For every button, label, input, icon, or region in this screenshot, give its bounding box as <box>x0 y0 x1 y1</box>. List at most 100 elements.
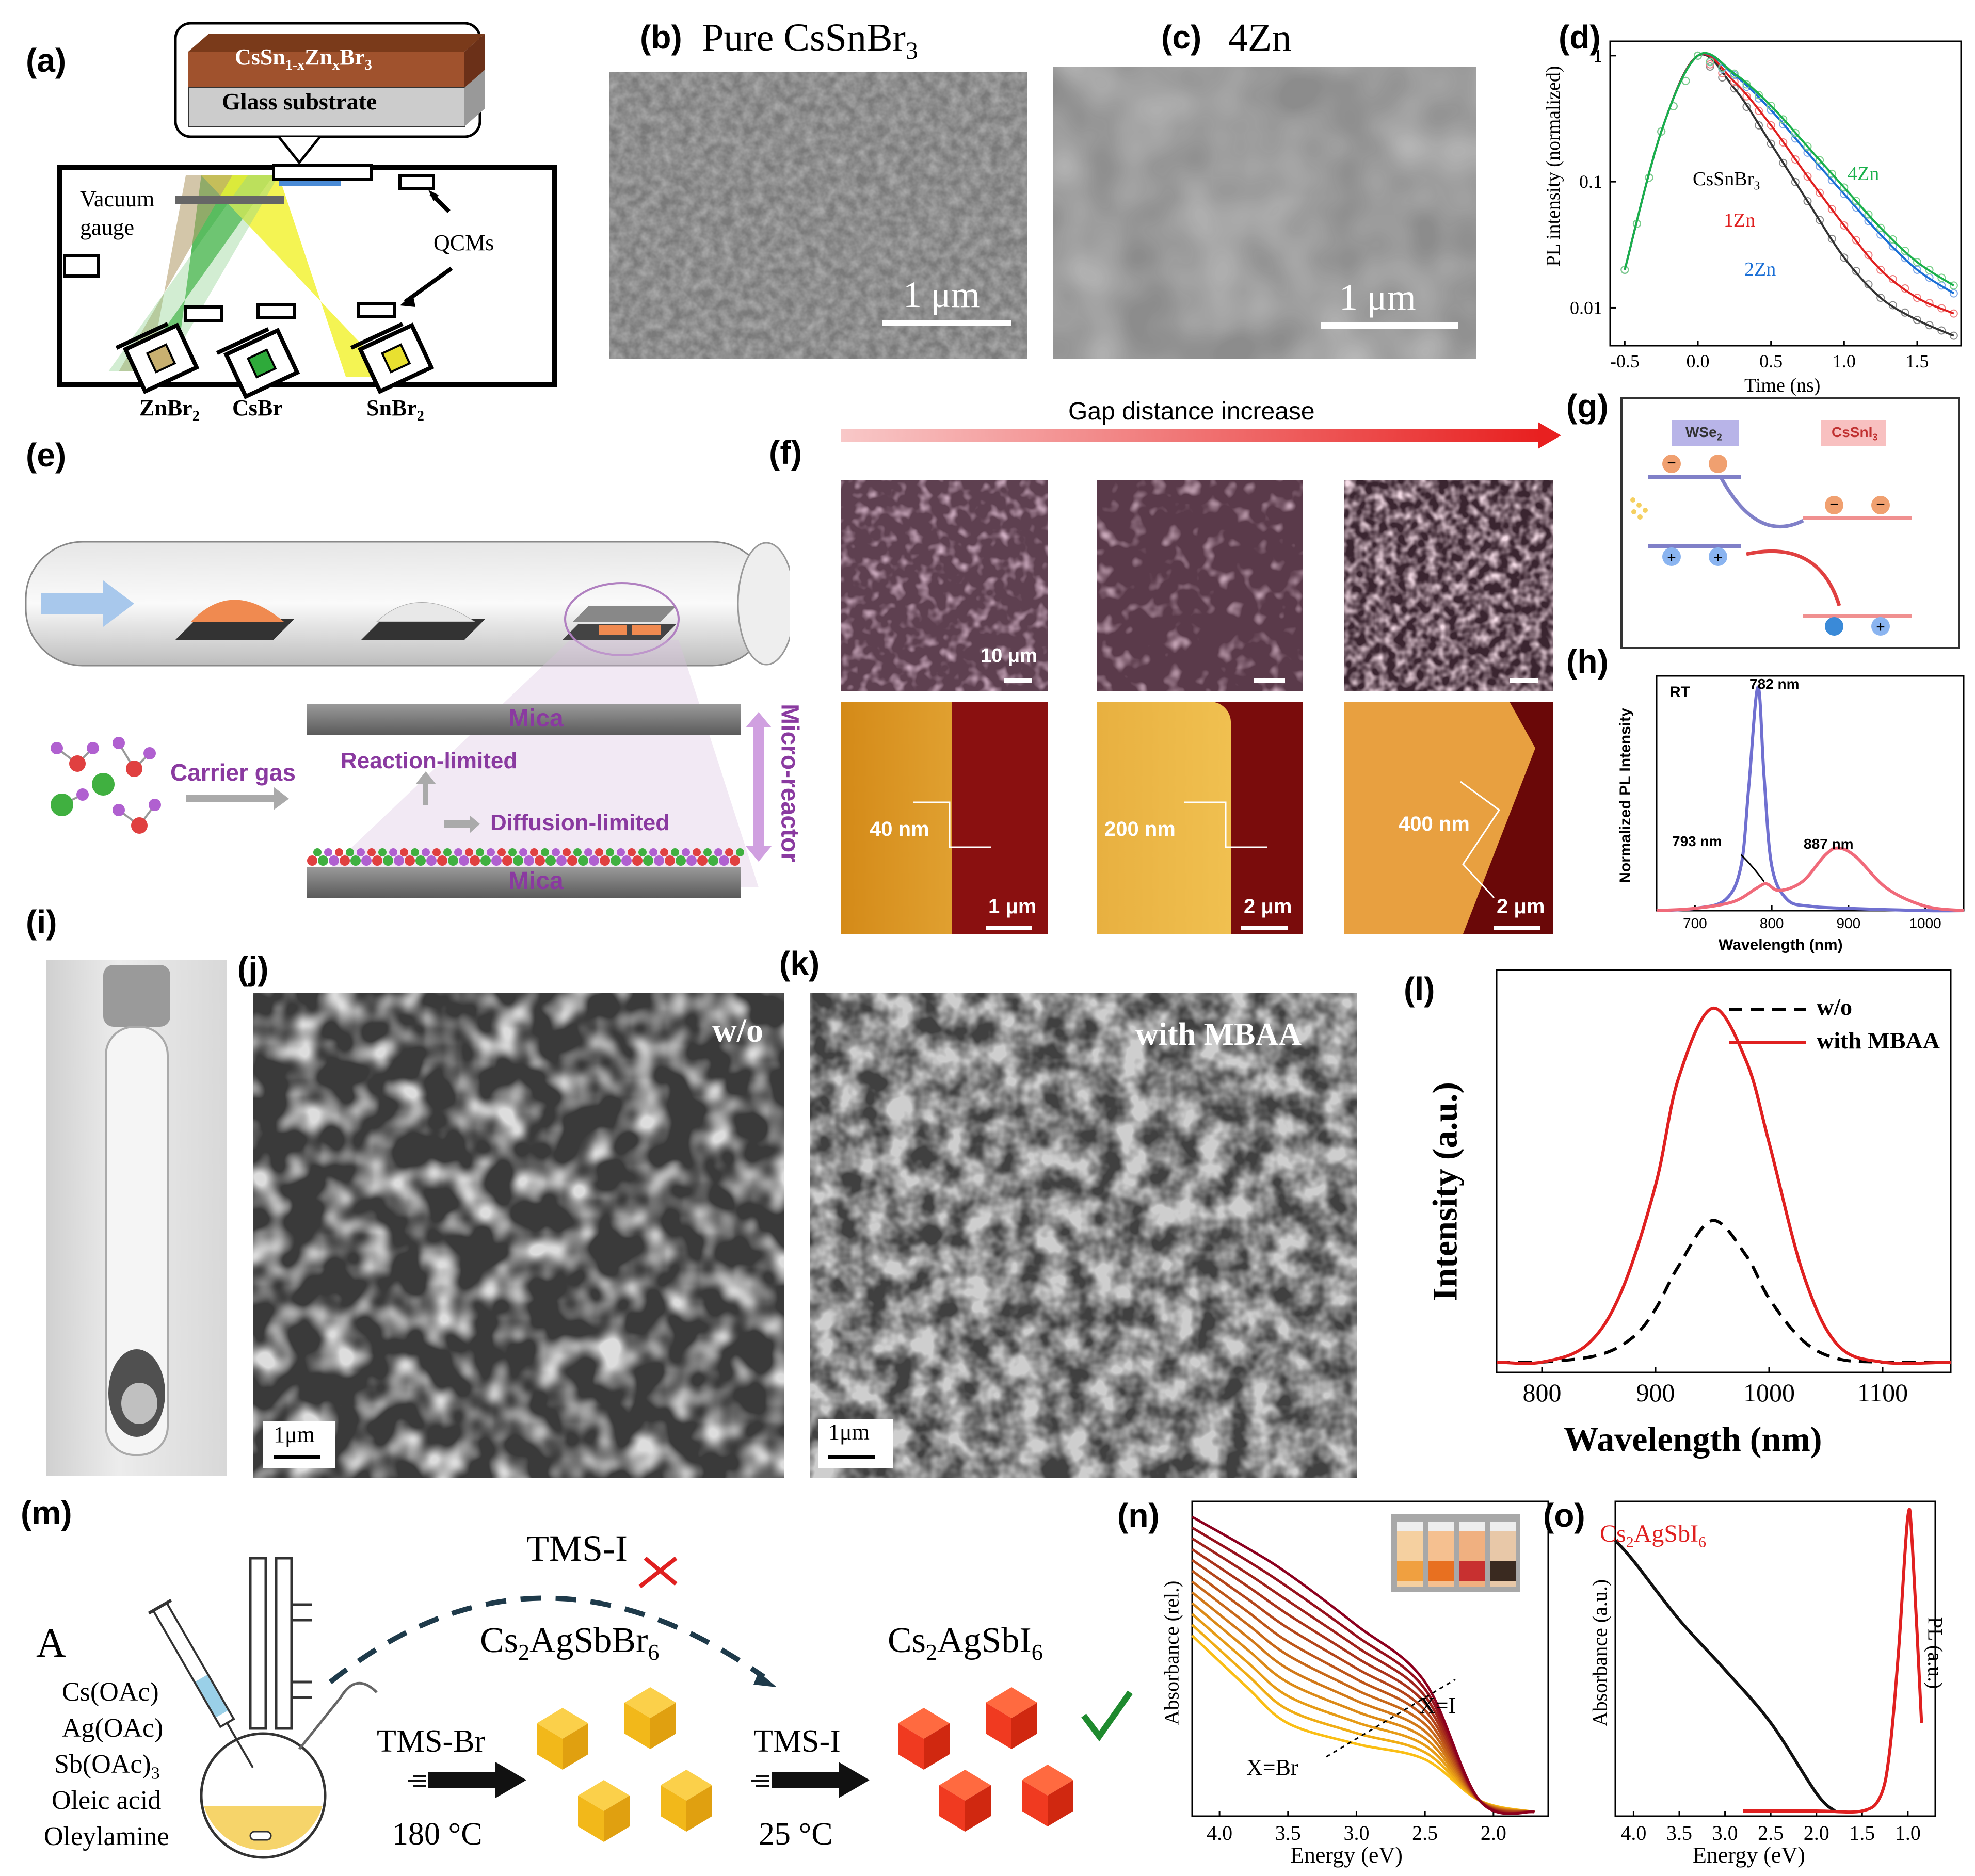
panel-label-l: (l) <box>1404 971 1435 1008</box>
data-point <box>1816 216 1824 224</box>
crystal-cube <box>537 1723 563 1770</box>
atom <box>606 848 614 856</box>
atom <box>329 855 339 866</box>
data-point <box>1755 106 1763 115</box>
sem-image-4zn: 1 μm <box>1053 67 1476 359</box>
atom <box>730 855 740 866</box>
data-point <box>1949 281 1958 290</box>
atom <box>573 848 582 856</box>
atom <box>638 848 647 856</box>
data-point <box>1888 235 1897 244</box>
atom <box>649 848 657 856</box>
vacuum-label: Vacuum <box>80 186 155 212</box>
x-tick-label: 0.5 <box>1759 351 1783 371</box>
atom <box>595 848 603 856</box>
crystal-cube <box>1011 1703 1037 1749</box>
peak-887-label: 887 nm <box>1804 836 1854 852</box>
atom <box>470 855 480 866</box>
reagent-4: Oleic acid <box>52 1786 162 1815</box>
panel-a-evaporation-schematic: CsSn1-xZnxBr3 Glass substrate Vacuum gau… <box>31 21 573 424</box>
atom <box>556 855 567 866</box>
x-tick-label: 1.0 <box>1895 1821 1921 1845</box>
panel-l-chart: 800 900 1000 1100 Intensity (a.u.) Waveleng… <box>1414 965 1961 1470</box>
data-point <box>1827 176 1836 185</box>
source-znbr2-label: ZnBr2 <box>139 395 200 424</box>
atom <box>578 855 588 866</box>
atom <box>432 848 441 856</box>
data-point <box>1864 251 1873 260</box>
data-point <box>1803 148 1812 157</box>
gauge-label: gauge <box>80 215 135 240</box>
panel-label-h: (h) <box>1566 643 1609 680</box>
svg-text:−: − <box>1667 455 1676 472</box>
d-ylabel: PL intensity (normalized) <box>1543 66 1564 267</box>
absorbance-curve <box>1191 1624 1535 1814</box>
x-tick-label: 900 <box>1636 1378 1675 1407</box>
panel-label-d: (d) <box>1559 19 1601 56</box>
data-point <box>1791 128 1800 137</box>
source-snbr2-label: SnBr2 <box>366 395 424 424</box>
scale-label: 2 μm <box>1244 895 1292 918</box>
scale-bar <box>1321 322 1458 329</box>
atom <box>671 848 679 856</box>
x-tick-label: 3.0 <box>1343 1821 1369 1845</box>
scale-label: 10 μm <box>981 645 1037 667</box>
panel-label-f: (f) <box>769 434 802 471</box>
data-point <box>1840 183 1849 192</box>
height-label: 40 nm <box>870 818 929 840</box>
atom <box>552 848 560 856</box>
peak-782-label: 782 nm <box>1749 676 1800 692</box>
atom <box>357 848 365 856</box>
annotation-arrow <box>1740 854 1765 882</box>
atom <box>437 855 447 866</box>
panel-label-k: (k) <box>779 945 820 982</box>
atom <box>324 848 332 856</box>
data-point <box>1791 155 1800 164</box>
data-point <box>1767 121 1775 130</box>
x-tick-label: 2.5 <box>1758 1821 1784 1845</box>
crystal-cube <box>650 1703 676 1749</box>
d-xlabel: Time (ns) <box>1744 375 1821 396</box>
x-tick-label: 800 <box>1760 915 1784 931</box>
atom <box>714 848 722 856</box>
svg-text:+: + <box>1876 619 1885 636</box>
y-tick-label: 0.01 <box>1570 297 1602 318</box>
panel-f-arrow: Gap distance increase <box>841 397 1564 449</box>
data-point <box>1767 102 1775 110</box>
panel-label-e: (e) <box>26 436 67 474</box>
x-tick-label: 1000 <box>1909 915 1941 931</box>
data-point <box>1852 203 1860 212</box>
data-point <box>1840 189 1849 198</box>
atom <box>448 855 458 866</box>
x-tick-label: 3.5 <box>1666 1821 1692 1845</box>
panel-label-g: (g) <box>1566 387 1609 425</box>
atom <box>361 855 372 866</box>
scale-label: 1 μm <box>988 895 1037 918</box>
data-point <box>1730 69 1739 78</box>
data-point <box>1901 246 1909 255</box>
n-xlabel: Energy (eV) <box>1290 1842 1403 1868</box>
data-point <box>1742 92 1751 101</box>
temp1-label: 180 °C <box>392 1817 483 1852</box>
atom <box>665 855 675 866</box>
scale-bar <box>1004 678 1032 683</box>
panel-label-o: (o) <box>1543 1497 1585 1534</box>
svg-text:+: + <box>1667 549 1676 566</box>
atom <box>340 855 350 866</box>
crystal-cube <box>661 1785 686 1832</box>
tms-i-top-label: TMS-I <box>526 1528 628 1569</box>
scheme-letter: A <box>36 1621 66 1666</box>
spectrum-line-0 <box>1656 685 1964 913</box>
atom <box>584 848 592 856</box>
vials-photo <box>1391 1514 1520 1592</box>
x-tick-label: 2.0 <box>1804 1821 1829 1845</box>
data-point <box>1937 273 1946 282</box>
h-xlabel: Wavelength (nm) <box>1719 936 1843 953</box>
atom <box>394 855 404 866</box>
scale-label: 1μm <box>274 1422 315 1447</box>
absorbance-curve <box>1191 1515 1535 1815</box>
atom <box>719 855 729 866</box>
data-point <box>1925 266 1934 274</box>
atom <box>383 855 393 866</box>
data-point <box>1852 236 1860 245</box>
